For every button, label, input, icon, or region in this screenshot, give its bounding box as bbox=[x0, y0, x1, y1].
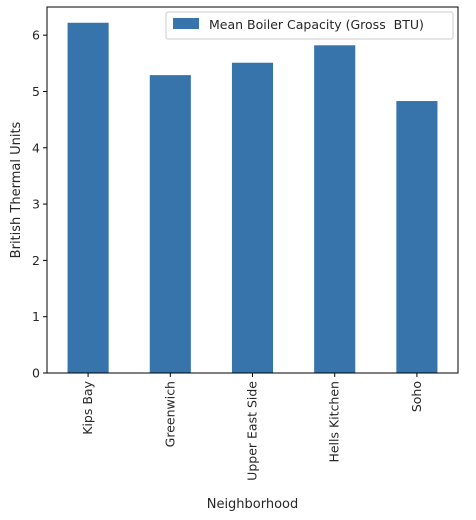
x-axis: Kips Bay Greenwich Upper East Side Hells Ki… bbox=[80, 373, 424, 481]
y-tick-label: 0 bbox=[32, 366, 40, 381]
x-tick-label: Hells Kitchen bbox=[327, 381, 342, 463]
y-tick-label: 5 bbox=[32, 84, 40, 99]
x-axis-label: Neighborhood bbox=[207, 497, 299, 512]
y-tick-label: 2 bbox=[32, 253, 40, 268]
bar-greenwich bbox=[149, 75, 191, 373]
y-axis-label: British Thermal Units bbox=[9, 121, 24, 258]
bar-group bbox=[67, 22, 438, 374]
bar-kips-bay bbox=[67, 22, 109, 374]
y-axis: 0 1 2 3 4 5 6 bbox=[32, 28, 47, 381]
bar-upper-east-side bbox=[231, 62, 274, 373]
y-tick-label: 3 bbox=[32, 197, 40, 212]
y-tick-label: 1 bbox=[32, 309, 40, 324]
bar-soho bbox=[396, 101, 438, 373]
legend-swatch bbox=[173, 18, 199, 29]
plot-frame bbox=[46, 6, 459, 374]
x-tick-label: Soho bbox=[409, 381, 424, 412]
bar-hells-kitchen bbox=[314, 45, 356, 373]
y-tick-label: 6 bbox=[32, 28, 40, 43]
x-tick-label: Upper East Side bbox=[245, 381, 260, 481]
x-tick-label: Greenwich bbox=[162, 381, 177, 447]
legend-label: Mean Boiler Capacity (Gross BTU) bbox=[209, 17, 424, 32]
x-tick-label: Kips Bay bbox=[80, 380, 95, 434]
legend: Mean Boiler Capacity (Gross BTU) bbox=[165, 11, 454, 40]
legend-box bbox=[165, 11, 454, 40]
y-tick-label: 4 bbox=[32, 140, 40, 155]
